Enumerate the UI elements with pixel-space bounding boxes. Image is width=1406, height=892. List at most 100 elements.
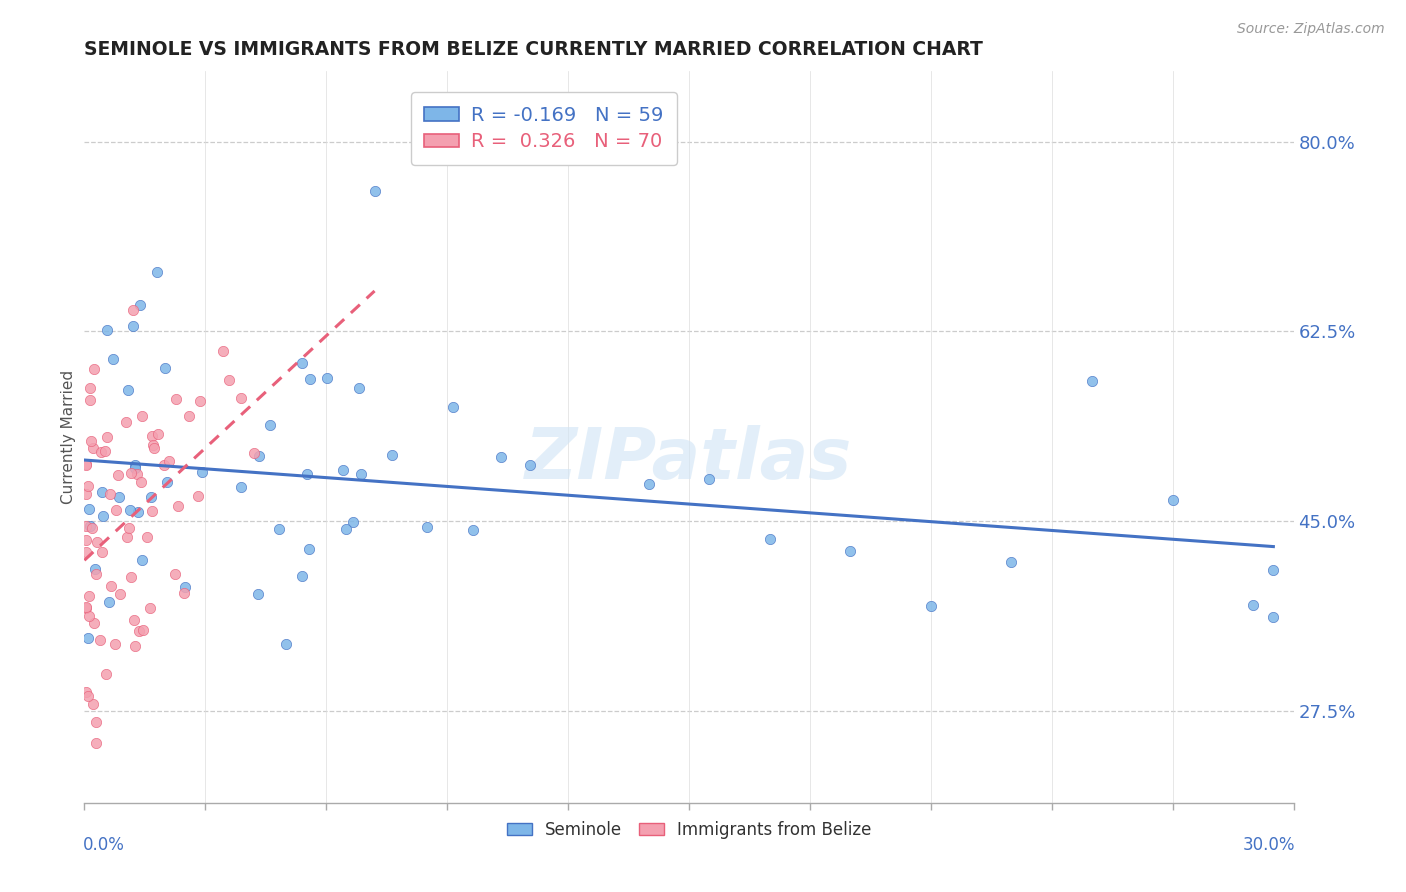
Point xyxy=(124,461,146,475)
Point xyxy=(229,480,252,494)
Point xyxy=(79,381,101,395)
Point xyxy=(177,409,200,423)
Point xyxy=(79,501,101,516)
Point xyxy=(90,485,112,500)
Point xyxy=(79,519,101,533)
Point xyxy=(86,736,108,750)
Point xyxy=(77,632,100,646)
Point xyxy=(131,553,153,567)
Point xyxy=(132,623,155,637)
Point xyxy=(104,502,127,516)
Point xyxy=(1161,493,1184,508)
Point xyxy=(75,533,97,548)
Point xyxy=(77,609,100,624)
Point xyxy=(243,446,266,460)
Point xyxy=(342,515,364,529)
Point xyxy=(104,637,127,651)
Point xyxy=(82,441,104,455)
Text: 0.0%: 0.0% xyxy=(83,836,125,854)
Point xyxy=(94,667,117,681)
Point xyxy=(86,534,108,549)
Point xyxy=(79,392,101,407)
Point xyxy=(96,430,118,444)
Point xyxy=(350,467,373,482)
Point xyxy=(153,360,176,375)
Point xyxy=(98,595,121,609)
Point xyxy=(120,570,142,584)
Point xyxy=(163,567,186,582)
Text: 30.0%: 30.0% xyxy=(1243,836,1295,854)
Point xyxy=(75,685,97,699)
Point xyxy=(167,499,190,513)
Point xyxy=(129,475,152,490)
Point xyxy=(120,466,142,480)
Point xyxy=(77,479,100,493)
Point xyxy=(131,409,153,423)
Point xyxy=(107,467,129,482)
Point xyxy=(347,381,370,395)
Point xyxy=(758,533,780,547)
Point xyxy=(291,355,314,369)
Point xyxy=(124,614,146,628)
Point xyxy=(90,445,112,459)
Point xyxy=(697,471,720,485)
Text: ZIPatlas: ZIPatlas xyxy=(526,425,852,493)
Point xyxy=(381,448,404,462)
Point xyxy=(839,544,862,558)
Point xyxy=(139,490,162,504)
Point xyxy=(75,457,97,471)
Point xyxy=(115,415,138,429)
Point xyxy=(121,318,143,333)
Point xyxy=(77,689,100,703)
Point xyxy=(141,504,163,518)
Point xyxy=(75,487,97,501)
Point xyxy=(108,490,131,504)
Point xyxy=(247,587,270,601)
Legend: Seminole, Immigrants from Belize: Seminole, Immigrants from Belize xyxy=(501,814,877,846)
Point xyxy=(637,477,659,491)
Point xyxy=(75,545,97,559)
Point xyxy=(297,467,319,482)
Point xyxy=(1263,563,1285,577)
Point xyxy=(274,637,297,651)
Point xyxy=(128,624,150,638)
Point xyxy=(315,371,337,385)
Point xyxy=(146,265,169,279)
Text: Source: ZipAtlas.com: Source: ZipAtlas.com xyxy=(1237,22,1385,37)
Point xyxy=(141,428,163,442)
Point xyxy=(1000,556,1022,570)
Point xyxy=(187,489,209,503)
Point xyxy=(247,450,270,464)
Y-axis label: Currently Married: Currently Married xyxy=(60,370,76,504)
Point xyxy=(141,438,163,452)
Point xyxy=(335,522,357,536)
Point xyxy=(920,599,942,614)
Point xyxy=(211,343,233,358)
Point xyxy=(157,454,180,468)
Point xyxy=(117,383,139,397)
Point xyxy=(94,443,117,458)
Point xyxy=(142,441,165,455)
Point xyxy=(125,467,148,481)
Point xyxy=(146,426,169,441)
Point xyxy=(75,518,97,533)
Point xyxy=(98,487,121,501)
Point xyxy=(96,322,118,336)
Point xyxy=(79,434,101,448)
Point xyxy=(100,579,122,593)
Point xyxy=(79,589,101,603)
Point xyxy=(90,545,112,559)
Point xyxy=(136,529,159,543)
Point xyxy=(298,542,321,557)
Point xyxy=(441,401,464,415)
Point xyxy=(153,458,176,472)
Point xyxy=(121,302,143,317)
Point xyxy=(291,568,314,582)
Point xyxy=(83,616,105,631)
Point xyxy=(231,392,253,406)
Point xyxy=(1081,374,1104,388)
Point xyxy=(83,362,105,376)
Point xyxy=(117,530,139,544)
Point xyxy=(1241,598,1264,612)
Point xyxy=(86,714,108,729)
